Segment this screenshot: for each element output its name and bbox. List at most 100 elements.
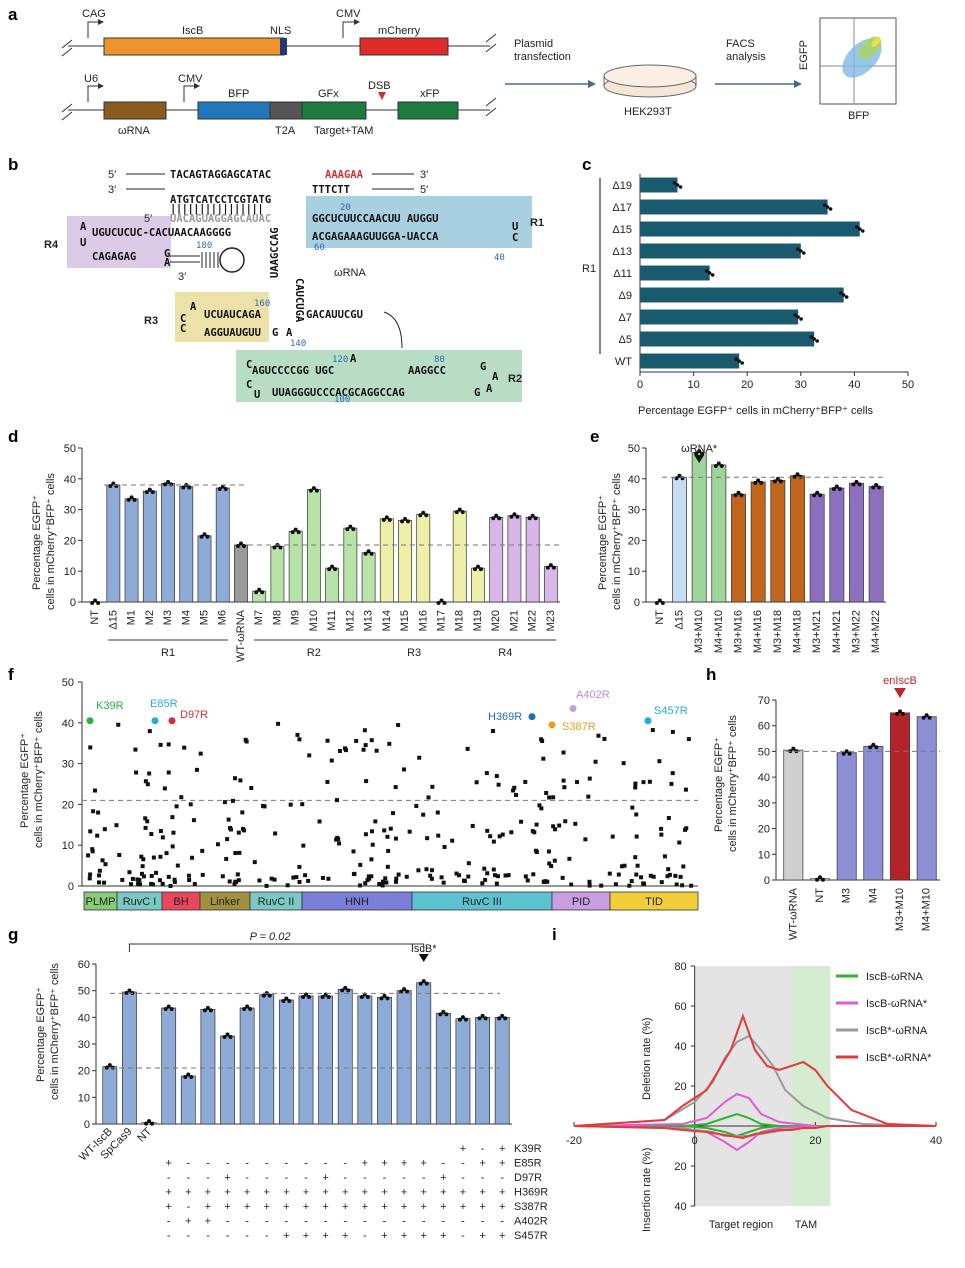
mutant-point (249, 786, 254, 791)
mutant-point (388, 826, 393, 831)
mutant-point (170, 844, 175, 849)
label-cmv-bottom: CMV (178, 73, 203, 85)
mutant-point (335, 798, 340, 803)
y-tick-label: 30 (758, 798, 770, 810)
group-label: R1 (161, 647, 175, 659)
bar-c13 (337, 988, 353, 1125)
legend-label: IscB*-ωRNA* (866, 1052, 932, 1064)
mutant-point (546, 849, 551, 854)
y-tick-label: Δ7 (619, 312, 632, 324)
mutant-point (485, 828, 490, 833)
r2-a3: A (486, 383, 493, 395)
mutant-point (562, 785, 567, 790)
mutant-point (220, 874, 225, 879)
bar-c14 (357, 995, 373, 1125)
y-tick-label: 0 (764, 875, 770, 887)
mutant-point (373, 819, 378, 824)
bar-c9 (259, 994, 275, 1125)
group-label: R2 (307, 647, 321, 659)
matrix-cell: + (303, 1187, 309, 1199)
mutant-point (439, 875, 444, 880)
mutant-point (103, 862, 108, 867)
mutant-point (380, 883, 385, 888)
bar-NT-dot (90, 601, 95, 605)
matrix-row-label: A402R (514, 1216, 548, 1228)
mutant-point (393, 785, 398, 790)
bar-M12-dot (348, 524, 353, 529)
bar-M4+M10 (916, 716, 937, 881)
mutant-point (450, 838, 455, 843)
bar-c15-dot (382, 993, 387, 998)
bot-strand-3prime: 3′ (108, 184, 116, 196)
matrix-cell: - (265, 1172, 269, 1184)
bar-c5-dot (189, 1075, 194, 1079)
mutant-point (140, 864, 145, 869)
x-tick-label: M3 (162, 610, 174, 625)
matrix-cell: - (186, 1158, 190, 1170)
mutant-point (435, 810, 440, 815)
r4-u: U (80, 237, 86, 249)
bar-M6 (215, 487, 230, 603)
matrix-cell: - (245, 1158, 249, 1170)
x-tick-label: 40 (848, 379, 860, 391)
bar-M22-dot (527, 516, 532, 521)
mutant-point (92, 788, 97, 793)
guide-5prime: 5′ (144, 213, 152, 225)
x-tick-label: M22 (527, 610, 539, 631)
mutant-point (276, 721, 281, 726)
bar-M4+M22-dot (871, 485, 876, 490)
bar-M3+M18-dot (775, 476, 780, 481)
y-tick-label: Δ17 (612, 202, 632, 214)
bar-dot (675, 183, 680, 187)
wrna-block (103, 101, 167, 120)
top-strand-seq: TACAGTAGGAGCATAC (170, 169, 271, 181)
bar-M4+M10-dot (927, 715, 932, 720)
bar-M10-dot (308, 488, 313, 493)
mutant-point (95, 833, 100, 838)
bar-NT-dot (144, 1121, 149, 1126)
mutant-point (380, 879, 385, 884)
highlight-point-E85R (151, 717, 159, 725)
x-tick-label: M17 (436, 610, 448, 631)
bar-c12-dot (320, 995, 325, 999)
bar-M1 (124, 498, 139, 603)
bar-M17-dot (439, 598, 444, 603)
group-label: R3 (407, 647, 421, 659)
bar-M3-dot (844, 749, 849, 754)
bar-M16-dot (418, 513, 423, 518)
x-tick-label: M6 (217, 610, 229, 625)
mutant-point (200, 848, 205, 853)
bar-c10 (278, 999, 294, 1125)
matrix-cell: - (226, 1216, 230, 1228)
bar-M3+M10-dot (700, 451, 705, 456)
y-tick-label: Δ5 (619, 334, 632, 346)
label-hek293t: HEK293T (624, 106, 672, 118)
t2a-block (269, 101, 303, 120)
mutant-point (222, 800, 227, 805)
r1-lower: ACGAGAAAGUUGGA-UACCA (312, 231, 439, 243)
bar-dot (812, 337, 816, 341)
num-180: 180 (196, 241, 212, 251)
bar-M4+M21-dot (831, 487, 836, 492)
r4-top: UGUCUCUC-CACUAACAAGGGG (92, 227, 231, 239)
panel-label-d: d (8, 427, 18, 446)
enhanced-marker-icon (894, 688, 906, 698)
r2-top-left: AGUCCCCGG UGC (252, 365, 334, 377)
mutant-point (627, 883, 632, 888)
mutant-point (567, 856, 572, 861)
mutant-point (233, 776, 238, 781)
f-y-title-2: cells in mCherry⁺BFP⁺ cells (33, 711, 45, 848)
num-140: 140 (290, 339, 306, 349)
mutant-point (659, 880, 664, 885)
bar-M9-dot (290, 530, 295, 535)
mutant-point (633, 785, 638, 790)
highlight-point-K39R (86, 717, 94, 725)
bar-c14-dot (365, 995, 370, 999)
bar-M22-dot (530, 513, 535, 518)
bar-c21-dot (500, 1013, 505, 1018)
label-dsb: DSB (368, 80, 391, 92)
bar-M17-dot (436, 601, 441, 605)
series-deletion-IscB*-ωRNA* (573, 1013, 937, 1127)
mutant-point (96, 810, 101, 815)
bar-M2-dot (147, 487, 152, 492)
